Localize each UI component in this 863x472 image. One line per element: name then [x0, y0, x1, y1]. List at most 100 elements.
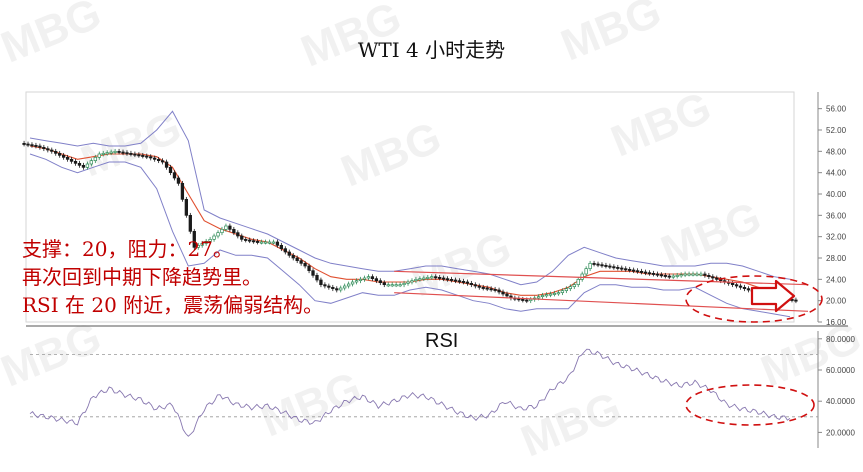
- candle-body: [248, 239, 252, 242]
- candle-body: [651, 272, 656, 275]
- candle-body: [200, 242, 204, 246]
- price-tick-label: 44.00: [826, 169, 847, 178]
- rsi-tick-label: 80.0000: [826, 335, 855, 344]
- price-panel-frame: [25, 91, 795, 323]
- candle-body: [402, 282, 406, 286]
- candle-body: [34, 144, 38, 147]
- candle-body: [145, 155, 149, 158]
- moving-average-line: [29, 145, 791, 296]
- candle-body: [339, 287, 343, 291]
- candle-body: [540, 294, 545, 298]
- candle-body: [655, 273, 660, 276]
- candle-body: [687, 273, 691, 276]
- candle-body: [667, 275, 671, 278]
- candle-body: [129, 152, 133, 155]
- candle-body: [635, 270, 640, 273]
- candle-body: [121, 151, 125, 154]
- candle-body: [600, 264, 604, 267]
- annotation-line-3: RSI 在 20 附近，震荡偏弱结构。: [22, 293, 324, 317]
- highlight-ellipse-rsi: [685, 384, 815, 426]
- candle-body: [279, 244, 284, 250]
- forecast-overlay: [685, 275, 823, 323]
- candle-body: [350, 281, 355, 285]
- candle-body: [77, 162, 82, 166]
- candle-body: [160, 160, 165, 163]
- candle-body: [97, 153, 101, 158]
- candle-body: [481, 286, 485, 289]
- candle-body: [26, 143, 30, 146]
- candle-body: [153, 157, 157, 160]
- candle-body: [548, 293, 553, 296]
- candle-body: [703, 273, 707, 276]
- candle-body: [529, 298, 533, 302]
- candle-body: [453, 279, 458, 282]
- candle-body: [730, 282, 735, 286]
- candle-body: [113, 150, 117, 153]
- candle-body: [42, 146, 46, 150]
- candle-body: [449, 278, 454, 281]
- candle-body: [137, 154, 141, 157]
- candle-body: [105, 152, 109, 155]
- candle-body: [441, 277, 446, 280]
- candle-body: [422, 277, 426, 280]
- candle-body: [156, 158, 161, 162]
- candle-body: [596, 263, 600, 266]
- rsi-tick-label: 40.0000: [826, 397, 855, 406]
- candle-body: [303, 262, 307, 267]
- candle-body: [378, 280, 382, 284]
- candle-body: [192, 230, 196, 248]
- candle-body: [354, 280, 359, 283]
- candle-body: [38, 145, 42, 148]
- candle-body: [525, 299, 529, 302]
- candle-body: [620, 267, 624, 270]
- candle-body: [715, 277, 719, 280]
- candle-body: [271, 241, 276, 244]
- candle-body: [465, 281, 470, 284]
- candle-body: [73, 160, 78, 164]
- rsi-plot: [29, 348, 815, 437]
- candle-body: [671, 275, 675, 278]
- candle-body: [315, 274, 319, 281]
- rsi-tick-label: 20.0000: [826, 428, 855, 437]
- candle-body: [588, 262, 592, 270]
- candle-body: [497, 289, 501, 293]
- candle-body: [109, 151, 113, 154]
- price-tick-label: 24.00: [826, 275, 847, 284]
- candle-body: [65, 156, 70, 160]
- candle-body: [564, 288, 569, 292]
- candle-body: [180, 182, 185, 200]
- candle-body: [323, 284, 327, 287]
- candle-body: [172, 172, 177, 179]
- candle-body: [208, 238, 212, 242]
- candle-body: [461, 280, 466, 283]
- candle-body: [299, 260, 303, 264]
- candle-body: [346, 283, 351, 287]
- candle-body: [283, 248, 287, 253]
- candle-body: [196, 244, 200, 248]
- candle-body: [212, 235, 216, 240]
- trend-channel: [394, 270, 809, 312]
- candle-body: [631, 269, 636, 272]
- candle-body: [616, 266, 620, 269]
- candle-body: [643, 271, 648, 274]
- candle-body: [204, 240, 208, 244]
- candle-body: [343, 285, 347, 289]
- price-tick-label: 56.00: [826, 105, 847, 114]
- candle-body: [663, 274, 667, 277]
- candle-body: [291, 254, 295, 259]
- candle-body: [54, 150, 58, 154]
- candle-body: [319, 279, 323, 286]
- candle-body: [327, 285, 331, 288]
- candle-body: [244, 238, 248, 241]
- candle-body: [418, 278, 422, 281]
- candle-body: [267, 241, 272, 244]
- candle-body: [679, 274, 683, 277]
- candle-body: [604, 264, 608, 267]
- candle-body: [255, 240, 260, 243]
- candle-body: [568, 286, 572, 290]
- price-tick-label: 32.00: [826, 233, 847, 242]
- candle-body: [251, 240, 256, 243]
- candle-body: [473, 284, 477, 287]
- candle-body: [576, 278, 580, 286]
